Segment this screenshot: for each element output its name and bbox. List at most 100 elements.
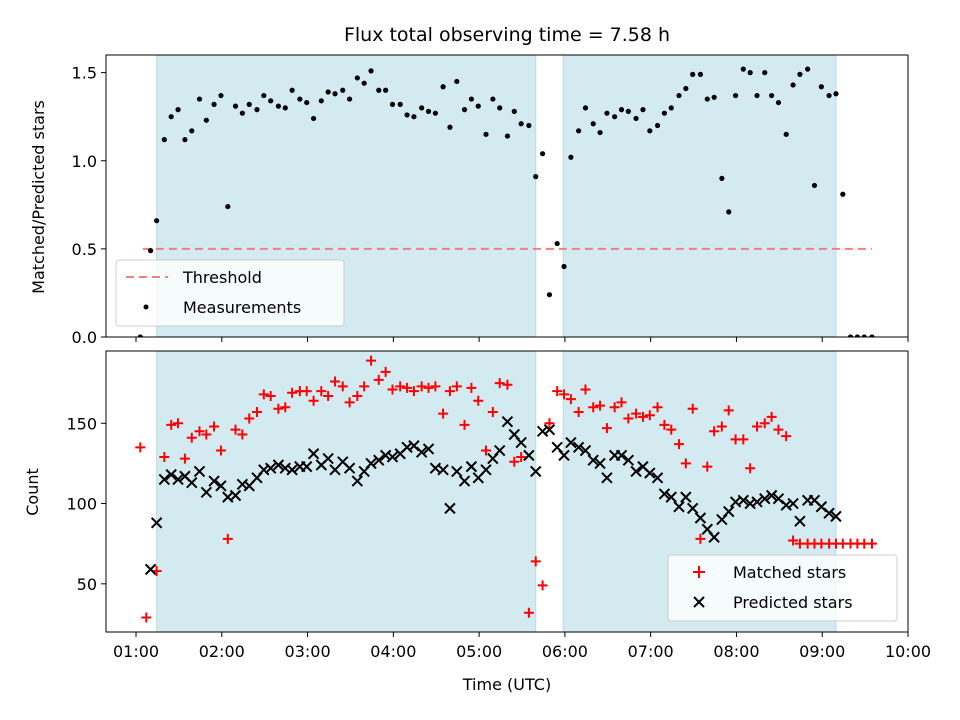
count-series-0-point-25 [316, 386, 327, 397]
count-xtick-label-9: 10:00 [885, 642, 931, 661]
ratio-series-0-point-29 [347, 96, 353, 102]
count-series-0-point-55 [530, 556, 541, 567]
count-ytick-label-2: 150 [66, 414, 97, 433]
count-series-1-point-38 [415, 446, 428, 458]
ratio-series-0-point-95 [818, 84, 824, 90]
ratio-series-0-point-39 [419, 105, 425, 111]
ratio-series-0-point-53 [518, 121, 524, 127]
count-series-0-point-59 [559, 389, 570, 400]
ratio-series-0-point-21 [289, 87, 295, 93]
count-series-1-point-17 [264, 462, 277, 474]
count-series-0-point-72 [652, 402, 663, 413]
count-series-0-point-45 [459, 419, 470, 430]
ratio-series-0-point-99 [847, 334, 854, 337]
ratio-series-0-point-94 [811, 182, 818, 189]
count-series-0-point-44 [451, 381, 462, 392]
count-series-0-point-32 [366, 355, 377, 366]
count-series-0-point-4 [166, 419, 177, 430]
count-series-1-point-1 [150, 517, 163, 529]
ratio-series-0-point-6 [182, 137, 188, 143]
count-series-1-point-56 [543, 423, 556, 436]
count-series-0-point-60 [565, 394, 576, 405]
count-series-1-point-72 [658, 488, 671, 500]
ratio-series-0-point-14 [239, 110, 245, 116]
ratio-series-0-point-49 [490, 96, 496, 102]
ratio-series-0-point-13 [232, 103, 239, 109]
ratio-series-0-point-61 [576, 128, 582, 134]
ratio-series-0-point-30 [354, 75, 360, 81]
count-series-1-point-67 [622, 454, 635, 466]
ratio-series-0-point-38 [411, 114, 417, 120]
ratio-series-0-point-56 [539, 151, 546, 157]
count-xtick-label-6: 07:00 [628, 642, 674, 661]
count-series-0-point-69 [631, 408, 642, 419]
count-series-1-point-83 [737, 494, 750, 507]
ratio-series-0-point-27 [332, 91, 338, 97]
count-series-0-point-73 [659, 419, 670, 430]
count-series-0-point-34 [380, 366, 391, 377]
count-series-0-point-49 [487, 407, 498, 418]
measurements-legend-label: Measurements [183, 298, 301, 317]
count-series-1-point-31 [365, 457, 377, 470]
count-ytick-label-0: 50 [77, 575, 97, 594]
ratio-series-0-point-45 [461, 107, 468, 113]
count-series-0-point-75 [673, 439, 684, 450]
ratio-series-0-point-70 [640, 107, 646, 113]
count-series-1-point-61 [579, 444, 592, 457]
count-series-0-point-24 [308, 395, 319, 406]
count-series-1-point-66 [615, 449, 628, 462]
ratio-series-0-point-76 [683, 85, 689, 92]
ratio-series-0-point-71 [647, 128, 653, 134]
count-series-0-point-12 [222, 533, 233, 544]
count-series-0-point-52 [509, 456, 520, 467]
count-series-0-point-43 [444, 386, 455, 397]
count-series-0-point-33 [373, 374, 384, 385]
count-series-1-point-49 [494, 444, 506, 457]
ratio-series-0-point-50 [497, 105, 503, 111]
ratio-series-0-point-102 [869, 334, 875, 337]
ratio-series-0-point-52 [511, 108, 517, 114]
count-series-1-point-25 [322, 452, 334, 465]
count-xtick-label-5: 06:00 [542, 642, 588, 661]
ratio-series-0-point-0 [137, 334, 143, 337]
count-series-0-point-74 [666, 424, 677, 435]
count-legend: Matched stars Predicted stars [667, 554, 898, 622]
count-series-0-point-13 [230, 424, 241, 435]
x-axis-label: Time (UTC) [462, 675, 551, 694]
count-series-1-point-59 [565, 436, 577, 449]
count-series-1-point-86 [759, 493, 771, 505]
ratio-ytick-label-1: 0.5 [72, 240, 97, 259]
chart-title: Flux total observing time = 7.58 h [344, 24, 670, 46]
count-series-0-point-20 [280, 402, 291, 413]
count-series-0-point-50 [494, 378, 505, 389]
ratio-series-0-point-81 [719, 175, 725, 181]
ratio-series-0-point-37 [404, 112, 410, 118]
count-series-0-point-30 [352, 390, 363, 401]
ratio-series-0-point-65 [604, 110, 610, 116]
count-series-0-point-78 [695, 533, 706, 544]
count-series-1-point-18 [272, 459, 285, 471]
count-series-0-point-61 [573, 407, 584, 418]
ratio-series-0-point-69 [633, 115, 639, 122]
count-series-1-point-68 [630, 465, 642, 478]
count-series-1-point-54 [530, 465, 542, 478]
ratio-series-0-point-47 [475, 103, 481, 109]
ratio-series-0-point-101 [861, 334, 867, 337]
count-series-1-point-39 [422, 443, 435, 455]
count-series-0-point-82 [723, 405, 734, 416]
ratio-series-0-point-5 [175, 107, 181, 113]
ratio-series-0-point-15 [246, 101, 252, 107]
count-series-0-point-70 [637, 411, 648, 422]
ratio-series-0-point-57 [546, 292, 553, 298]
count-xtick-label-8: 09:00 [799, 642, 845, 661]
count-series-0-point-3 [159, 451, 170, 462]
count-series-0-point-62 [580, 384, 591, 395]
ratio-series-0-point-2 [154, 218, 160, 224]
count-series-0-point-18 [265, 390, 276, 401]
ratio-series-0-point-1 [148, 248, 154, 254]
ratio-series-0-point-87 [762, 70, 768, 76]
ratio-y-axis-label: Matched/Predicted stars [29, 100, 48, 294]
count-series-1-point-10 [215, 480, 227, 492]
count-series-1-point-81 [723, 505, 735, 518]
